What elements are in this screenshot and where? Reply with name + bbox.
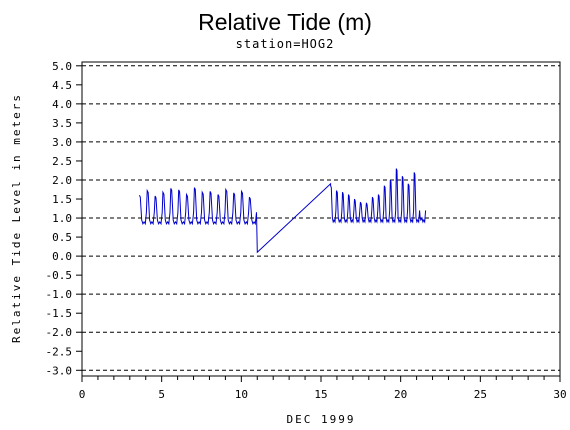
y-tick-label: 3.0 [52, 136, 72, 149]
y-tick-label: 1.5 [52, 193, 72, 206]
x-tick-label: 30 [553, 388, 566, 401]
grid-lines [82, 65, 560, 371]
x-tick-label: 10 [235, 388, 248, 401]
y-tick-label: 3.5 [52, 117, 72, 130]
x-tick-label: 0 [79, 388, 86, 401]
y-tick-label: 2.5 [52, 155, 72, 168]
y-tick-label: -1.0 [46, 288, 73, 301]
chart-subtitle: station=HOG2 [236, 37, 335, 51]
y-tick-label: -3.0 [46, 364, 73, 377]
x-tick-label: 5 [158, 388, 165, 401]
y-tick-label: 4.5 [52, 79, 72, 92]
x-tick-label: 15 [314, 388, 327, 401]
y-tick-label: 4.0 [52, 98, 72, 111]
y-axis-label: Relative Tide Level in meters [10, 93, 23, 343]
y-tick-label: 0.0 [52, 250, 72, 263]
y-tick-label: 5.0 [52, 60, 72, 73]
y-tick-label: -2.0 [46, 326, 73, 339]
y-tick-label: -0.5 [46, 269, 73, 282]
y-tick-label: 2.0 [52, 174, 72, 187]
x-axis: 0 5 10 15 20 25 30 [79, 376, 567, 401]
tide-series-line [138, 168, 427, 254]
chart-title: Relative Tide (m) [198, 9, 372, 35]
x-tick-label: 25 [474, 388, 487, 401]
x-axis-label: DEC 1999 [287, 413, 356, 426]
y-tick-label: -2.5 [46, 345, 73, 358]
x-tick-label: 20 [394, 388, 407, 401]
y-axis: 5.0 4.5 4.0 3.5 3.0 2.5 2.0 1.5 1.0 0.5 0.0 -0.5 -1.… [46, 60, 82, 377]
y-tick-label: 1.0 [52, 212, 72, 225]
y-tick-label: -1.5 [46, 307, 73, 320]
y-tick-label: 0.5 [52, 231, 72, 244]
